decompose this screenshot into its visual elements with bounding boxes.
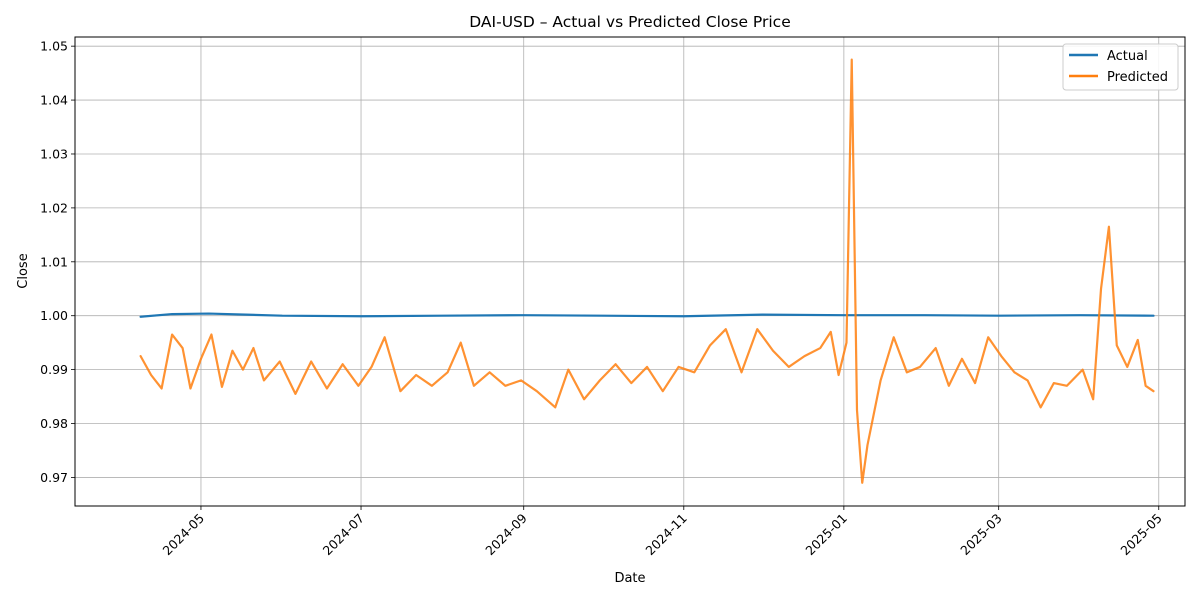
legend-label-actual: Actual [1107,49,1148,64]
y-tick-label: 0.98 [40,416,68,431]
y-tick-label: 1.05 [40,39,68,54]
x-tick-label: 2025-05 [1117,511,1165,559]
chart-title: DAI-USD – Actual vs Predicted Close Pric… [469,13,790,31]
y-tick-label: 1.04 [40,93,68,108]
x-tick-label: 2024-09 [482,510,530,558]
legend-label-predicted: Predicted [1107,70,1168,85]
series-line-predicted [139,58,1155,484]
x-tick-label: 2024-05 [160,511,208,559]
y-tick-label: 1.02 [40,200,68,215]
plot-frame [74,36,1186,507]
x-tick-label: 2024-11 [642,511,690,559]
series-lines [139,58,1155,484]
x-tick-label: 2025-01 [802,511,850,559]
y-axis-label: Close [16,253,31,288]
x-axis-ticks: 2024-05 2024-07 2024-09 2024-11 2025-01 2025-… [160,506,1165,558]
y-tick-label: 0.99 [40,362,68,377]
y-tick-label: 1.00 [40,308,68,323]
legend: Actual Predicted [1062,43,1179,91]
series-line-actual [139,312,1155,318]
y-tick-label: 1.01 [40,254,68,269]
y-axis-ticks: 0.97 0.98 0.99 1.00 1.01 1.02 1.03 1.04 1.05 [40,39,75,485]
y-tick-label: 0.97 [40,470,68,485]
gridlines [75,37,1185,506]
x-axis-label: Date [614,571,645,586]
x-tick-label: 2024-07 [320,511,368,559]
x-tick-label: 2025-03 [957,511,1005,559]
y-tick-label: 1.03 [40,146,68,161]
